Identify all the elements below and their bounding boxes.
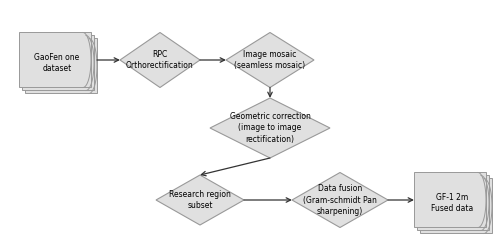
Text: GF-1 2m
Fused data: GF-1 2m Fused data [431,193,473,213]
Text: RPC
Orthorectification: RPC Orthorectification [126,50,194,70]
Polygon shape [25,38,97,94]
Polygon shape [156,175,244,225]
Polygon shape [414,172,486,228]
Text: Geometric correction
(image to image
rectification): Geometric correction (image to image rec… [230,112,310,144]
Polygon shape [420,179,492,233]
Text: Data fusion
(Gram-schmidt Pan
sharpening): Data fusion (Gram-schmidt Pan sharpening… [303,184,377,216]
Polygon shape [120,33,200,87]
Polygon shape [210,98,330,158]
Text: GaoFen one
dataset: GaoFen one dataset [34,53,80,73]
Polygon shape [19,33,91,87]
Polygon shape [292,172,388,228]
Polygon shape [417,175,489,231]
Polygon shape [226,33,314,87]
Text: Image mosaic
(seamless mosaic): Image mosaic (seamless mosaic) [234,50,306,70]
Text: Research region
subset: Research region subset [169,190,231,210]
Polygon shape [22,36,94,90]
